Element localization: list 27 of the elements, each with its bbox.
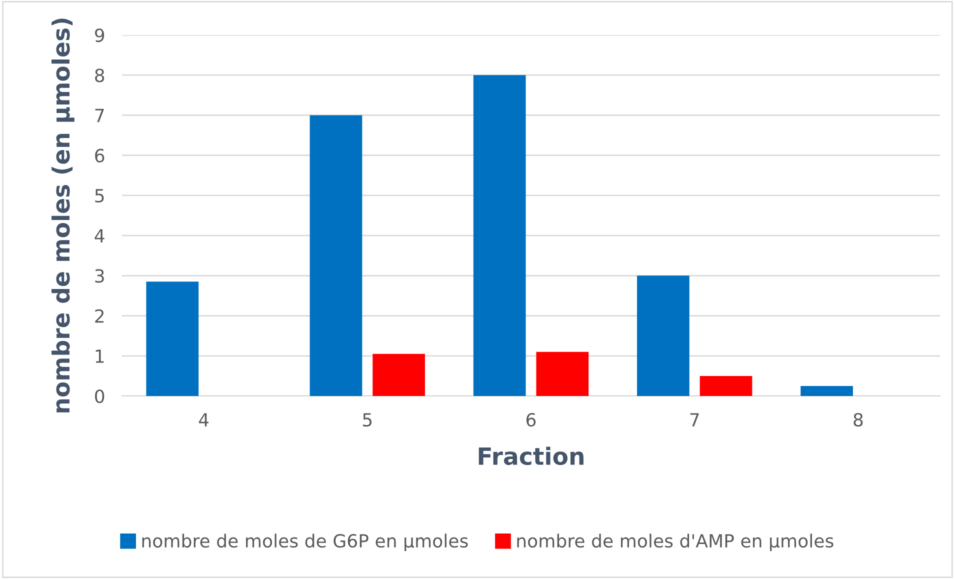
y-tick-label: 5	[95, 189, 104, 203]
y-tick-label: 9	[94, 28, 104, 42]
y-axis-title: nombre de moles (en µmoles)	[52, 18, 74, 412]
x-axis-title: Fraction	[478, 446, 584, 466]
y-tick-label: 4	[94, 229, 104, 242]
x-tick-label: 5	[363, 413, 372, 427]
bar	[536, 352, 589, 396]
x-tick-label: 4	[198, 413, 209, 426]
y-tick-label: 7	[95, 108, 104, 122]
x-tick-label: 8	[854, 412, 863, 427]
bar	[800, 386, 853, 396]
bar	[473, 75, 526, 396]
y-tick-label: 6	[95, 148, 104, 162]
bar	[700, 376, 752, 396]
legend-label: nombre de moles de G6P en µmoles	[142, 534, 468, 552]
bar	[637, 276, 690, 396]
y-tick-label: 0	[95, 389, 104, 404]
y-tick-label: 3	[95, 269, 104, 283]
y-tick-label: 1	[96, 350, 104, 363]
legend-label: nombre de moles d'AMP en µmoles	[517, 534, 834, 552]
y-tick-label: 8	[95, 68, 104, 82]
x-tick-label: 7	[690, 413, 699, 426]
x-tick-label: 6	[526, 412, 536, 427]
bar	[372, 354, 425, 396]
y-tick-label: 2	[95, 309, 104, 323]
bar	[310, 115, 362, 396]
bar	[146, 282, 199, 396]
